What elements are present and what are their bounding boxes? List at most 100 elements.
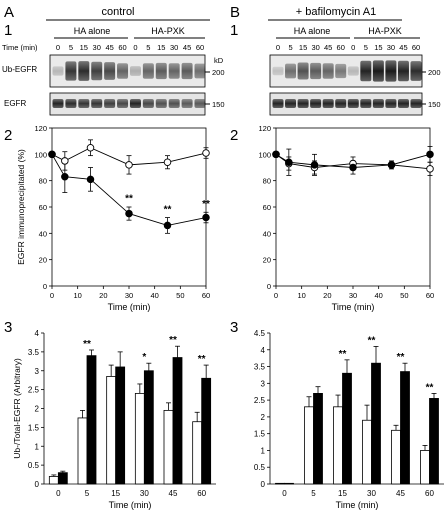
blot-band (104, 99, 116, 108)
y-tick-label: 80 (263, 177, 271, 186)
blot-time-60: 60 (412, 43, 420, 52)
y-axis-label: Ub-/Total-EGFR (Arbitrary) (12, 358, 22, 459)
series-1-bar (313, 392, 323, 485)
blot-time-30: 30 (170, 43, 178, 52)
series-1-point (48, 150, 56, 159)
y-tick-label: 4.5 (254, 329, 266, 338)
significance-mark: ** (202, 199, 210, 210)
x-tick-label: 60 (197, 489, 206, 498)
x-tick-label: 60 (426, 291, 434, 300)
blot-band (129, 99, 141, 108)
blot-band (397, 99, 409, 108)
blot-band (347, 66, 359, 76)
x-axis-label: Time (min) (332, 302, 375, 312)
blot-band (297, 62, 309, 80)
y-tick-label: 3.5 (28, 348, 40, 357)
blot-a1-row1-label: Ub-EGFR (2, 65, 37, 74)
blot-a1-row2-label: EGFR (4, 99, 26, 108)
series-0-bar (420, 450, 430, 485)
blot-time-5: 5 (69, 43, 73, 52)
blot-band (129, 66, 141, 76)
y-tick-label: 60 (263, 203, 271, 212)
blot-b1-group1: HA alone (294, 26, 331, 36)
y-tick-label: 2 (35, 405, 40, 414)
blot-band (410, 99, 422, 108)
blot-band (65, 61, 77, 81)
chart-a2-line: 0 20 40 60 80 100 120 0 10 20 30 40 50 60 Time (min) EG… (16, 124, 210, 312)
x-tick-label: 20 (99, 291, 107, 300)
series-1-bar (400, 371, 410, 485)
panel-a-title: control (101, 6, 134, 18)
x-tick-label: 5 (85, 489, 90, 498)
blot-band (385, 60, 397, 82)
blot-band (285, 63, 297, 79)
x-tick-label: 15 (111, 489, 120, 498)
blot-band (410, 61, 422, 81)
y-tick-label: 40 (39, 229, 47, 238)
blot-time-45: 45 (399, 43, 407, 52)
blot-time-30: 30 (387, 43, 395, 52)
blot-band (142, 99, 154, 108)
series-1-bar (57, 472, 68, 485)
blot-time-45: 45 (105, 43, 113, 52)
blot-time-0: 0 (133, 43, 137, 52)
y-tick-label: 120 (258, 124, 271, 133)
y-tick-label: 0.5 (254, 463, 266, 472)
series-0-bar (304, 406, 314, 485)
y-tick-label: 3.5 (254, 363, 266, 372)
y-tick-label: 60 (39, 203, 47, 212)
y-tick-label: 0 (267, 282, 271, 291)
blot-a1-group2: HA-PXK (151, 26, 185, 36)
blot-band (347, 99, 359, 108)
chart-a3-number: 3 (4, 319, 12, 336)
blot-time-0: 0 (276, 43, 280, 52)
blot-band (397, 60, 409, 82)
blot-band (142, 63, 154, 79)
blot-band (272, 66, 284, 76)
series-0-point (125, 161, 133, 169)
x-tick-label: 50 (400, 291, 408, 300)
blot-time-45: 45 (183, 43, 191, 52)
y-tick-label: 2 (261, 413, 266, 422)
x-tick-label: 0 (282, 489, 287, 498)
series-1-bar (371, 362, 381, 485)
blot-band (52, 99, 64, 108)
y-tick-label: 40 (263, 229, 271, 238)
y-axis-label: EGFR immunoprecipitated (%) (16, 149, 26, 265)
y-tick-label: 1 (35, 442, 40, 451)
blot-b1-row1-bands (272, 60, 422, 82)
y-tick-label: 1.5 (254, 430, 266, 439)
x-tick-label: 20 (323, 291, 331, 300)
series-1-bar (115, 366, 126, 485)
chart-b2-line: 0 20 40 60 80 100 120 0 10 20 30 40 50 60 Time (min) (258, 124, 434, 312)
x-tick-label: 40 (374, 291, 382, 300)
x-tick-label: 60 (425, 489, 434, 498)
series-0-bar (134, 392, 145, 485)
chart-a2-number: 2 (4, 127, 12, 144)
blot-band (194, 99, 206, 108)
x-tick-label: 15 (338, 489, 347, 498)
significance-mark: ** (198, 354, 206, 365)
y-tick-label: 4 (261, 346, 266, 355)
series-0-bar (391, 429, 401, 485)
blot-time-60: 60 (337, 43, 345, 52)
blot-band (181, 62, 193, 80)
x-tick-label: 10 (297, 291, 305, 300)
blot-band (272, 99, 284, 108)
y-tick-label: 80 (39, 177, 47, 186)
series-1-point (387, 161, 396, 169)
blot-band (155, 99, 167, 108)
blot-band (117, 99, 129, 108)
series-0-bar (77, 417, 88, 485)
blot-band (181, 99, 193, 108)
chart-a3-bar: 0 0.5 1 1.5 2 2.5 3 3.5 4 0 5 ** 15 30 * 45 ** 60 ** Time (… (12, 329, 216, 510)
y-tick-label: 0 (35, 480, 40, 489)
blot-a1-number: 1 (4, 22, 12, 39)
chart-b3-bar: 0 0.5 1 1.5 2 2.5 3 3.5 4 4.5 0 5 15 ** 30 ** 45 ** 60 ** Ti… (254, 329, 444, 510)
series-0-bar (106, 376, 117, 485)
series-1-point (349, 163, 357, 172)
blot-time-15: 15 (157, 43, 165, 52)
series-0-bar (333, 406, 343, 485)
blot-band (372, 60, 384, 82)
blot-band (155, 62, 167, 80)
